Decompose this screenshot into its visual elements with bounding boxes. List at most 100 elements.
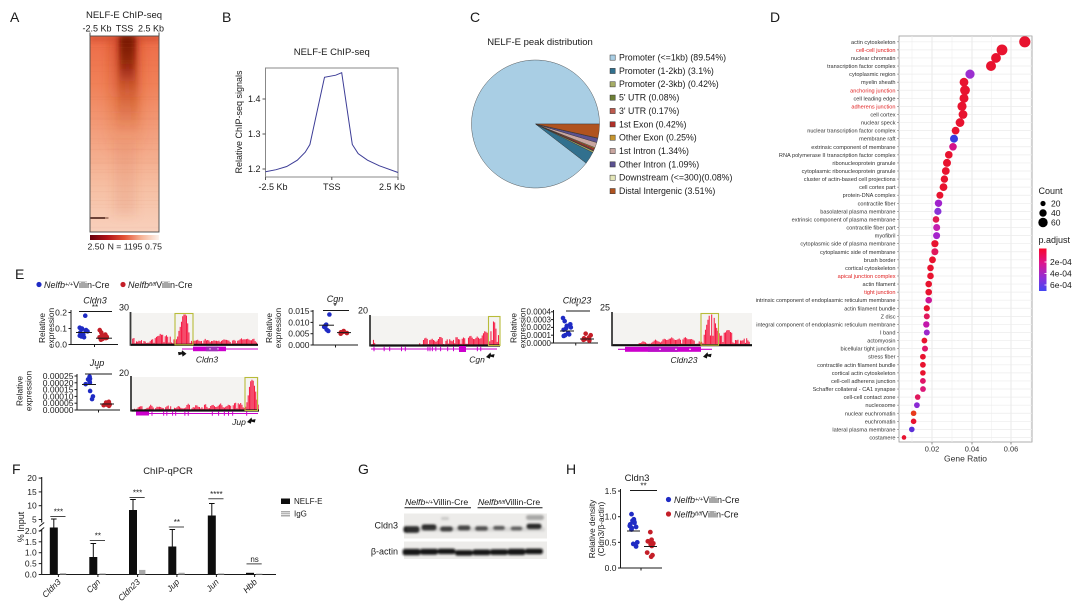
svg-text:0.00010: 0.00010 xyxy=(43,391,74,401)
svg-text:NELF-E ChIP-seq: NELF-E ChIP-seq xyxy=(294,47,370,58)
svg-text:20: 20 xyxy=(27,473,37,483)
svg-text:Promoter (2-3kb) (0.42%): Promoter (2-3kb) (0.42%) xyxy=(619,79,719,89)
svg-text:0.00005: 0.00005 xyxy=(43,398,74,408)
svg-text:2.0: 2.0 xyxy=(25,526,37,536)
svg-text:Promoter (1-2kb) (3.1%): Promoter (1-2kb) (3.1%) xyxy=(619,66,714,76)
svg-text:contractile fiber: contractile fiber xyxy=(858,201,896,207)
svg-text:1.5: 1.5 xyxy=(605,486,617,496)
svg-text:*: * xyxy=(95,366,98,375)
svg-text:25: 25 xyxy=(600,303,610,313)
svg-text:0.0: 0.0 xyxy=(605,563,617,573)
svg-text:3' UTR (0.17%): 3' UTR (0.17%) xyxy=(619,106,679,116)
svg-text:****: **** xyxy=(210,490,222,499)
svg-text:E: E xyxy=(15,266,24,282)
svg-text:A: A xyxy=(10,9,20,25)
svg-text:myelin sheath: myelin sheath xyxy=(861,80,896,86)
svg-text:Hbb: Hbb xyxy=(241,577,259,595)
svg-text:60: 60 xyxy=(1051,218,1061,228)
svg-text:cytoplasmic side of membrane: cytoplasmic side of membrane xyxy=(820,250,896,256)
svg-text:Cldn3: Cldn3 xyxy=(196,355,218,365)
svg-text:Nelfb+/+Villin-Cre: Nelfb+/+Villin-Cre xyxy=(44,280,109,290)
svg-text:β-actin: β-actin xyxy=(371,547,398,557)
svg-text:Nelfb+/+Villin-Cre: Nelfb+/+Villin-Cre xyxy=(674,495,739,505)
svg-text:5: 5 xyxy=(32,515,37,525)
svg-text:cortical actin cytoskeleton: cortical actin cytoskeleton xyxy=(832,371,896,377)
svg-text:Cgn: Cgn xyxy=(469,355,485,365)
svg-text:apical junction complex: apical junction complex xyxy=(838,274,896,280)
svg-text:1st Intron (1.34%): 1st Intron (1.34%) xyxy=(619,146,689,156)
svg-text:0.00020: 0.00020 xyxy=(43,378,74,388)
svg-text:expression: expression xyxy=(273,308,283,349)
svg-text:ribonucleoprotein granule: ribonucleoprotein granule xyxy=(832,161,895,167)
svg-text:Cldn23: Cldn23 xyxy=(671,355,698,365)
svg-text:1.4: 1.4 xyxy=(248,94,261,104)
svg-text:protein-DNA complex: protein-DNA complex xyxy=(843,193,896,199)
svg-text:Downstream (<=300)(0.08%): Downstream (<=300)(0.08%) xyxy=(619,173,733,183)
svg-text:nuclear chromatin: nuclear chromatin xyxy=(851,56,895,62)
svg-text:Relative: Relative xyxy=(264,313,274,343)
svg-text:Nelfbfl/flVillin-Cre: Nelfbfl/flVillin-Cre xyxy=(674,510,739,520)
svg-text:20: 20 xyxy=(1051,199,1061,209)
svg-text:NELF-E: NELF-E xyxy=(294,497,322,506)
svg-text:Cldn23: Cldn23 xyxy=(116,577,142,603)
svg-text:cluster of actin-based cell pr: cluster of actin-based cell projections xyxy=(804,177,896,183)
svg-text:(Cldn3/β-actin): (Cldn3/β-actin) xyxy=(596,501,606,556)
svg-text:0.00015: 0.00015 xyxy=(43,385,74,395)
svg-text:% Input: % Input xyxy=(16,511,26,542)
svg-text:Cldn23: Cldn23 xyxy=(563,296,592,306)
svg-text:cell-cell junction: cell-cell junction xyxy=(856,48,895,54)
svg-text:expression: expression xyxy=(518,308,528,349)
svg-text:2.5 Kb: 2.5 Kb xyxy=(138,24,164,34)
svg-text:***: *** xyxy=(54,508,63,517)
svg-text:Cldn3: Cldn3 xyxy=(83,296,107,306)
svg-text:*: * xyxy=(575,303,578,312)
svg-text:lateral plasma membrane: lateral plasma membrane xyxy=(832,427,895,433)
svg-text:contractile fiber part: contractile fiber part xyxy=(846,226,896,232)
svg-text:I band: I band xyxy=(880,331,896,337)
svg-text:actin filament: actin filament xyxy=(863,282,896,288)
svg-text:intrinsic component of endopla: intrinsic component of endoplasmic retic… xyxy=(756,298,896,304)
svg-text:Relative: Relative xyxy=(37,313,47,343)
svg-text:0.00000: 0.00000 xyxy=(43,405,74,415)
svg-text:transcription factor complex: transcription factor complex xyxy=(827,64,896,70)
svg-text:Jup: Jup xyxy=(89,358,105,368)
svg-text:euchromatin: euchromatin xyxy=(865,419,896,425)
svg-text:Cgn: Cgn xyxy=(84,577,102,595)
svg-text:cell-cell adherens junction: cell-cell adherens junction xyxy=(831,379,895,385)
svg-text:10: 10 xyxy=(27,501,37,511)
svg-text:cell-cell contact zone: cell-cell contact zone xyxy=(844,395,896,401)
svg-text:nuclear speck: nuclear speck xyxy=(861,121,896,127)
svg-text:0.015: 0.015 xyxy=(288,306,310,316)
svg-text:ns: ns xyxy=(250,555,258,564)
svg-text:TSS: TSS xyxy=(116,24,134,34)
svg-text:Cldn3: Cldn3 xyxy=(40,577,63,600)
svg-text:basolateral plasma membrane: basolateral plasma membrane xyxy=(820,209,895,215)
svg-text:Relative density: Relative density xyxy=(587,499,597,558)
svg-text:Schaffer collateral - CA1 syna: Schaffer collateral - CA1 synapse xyxy=(813,387,896,393)
svg-text:0.0000: 0.0000 xyxy=(527,339,552,348)
svg-text:0.010: 0.010 xyxy=(288,317,310,327)
svg-text:F: F xyxy=(12,461,21,477)
svg-text:**: ** xyxy=(640,482,646,491)
svg-text:0.000: 0.000 xyxy=(288,340,310,350)
svg-text:Other Intron (1.09%): Other Intron (1.09%) xyxy=(619,159,699,169)
svg-text:6e-04: 6e-04 xyxy=(1050,280,1072,290)
svg-text:5' UTR (0.08%): 5' UTR (0.08%) xyxy=(619,93,679,103)
svg-text:Nelfbfl/flVillin-Cre: Nelfbfl/flVillin-Cre xyxy=(478,497,540,507)
svg-text:C: C xyxy=(470,9,480,25)
svg-text:actin cytoskeleton: actin cytoskeleton xyxy=(851,40,895,46)
svg-text:Promoter (<=1kb) (89.54%): Promoter (<=1kb) (89.54%) xyxy=(619,53,726,63)
svg-text:1st Exon (0.42%): 1st Exon (0.42%) xyxy=(619,119,687,129)
svg-text:40: 40 xyxy=(1051,208,1061,218)
svg-text:expression: expression xyxy=(46,308,56,349)
svg-text:-2.5 Kb: -2.5 Kb xyxy=(258,182,287,192)
svg-text:H: H xyxy=(566,461,576,477)
svg-text:N = 1195: N = 1195 xyxy=(108,242,143,252)
svg-text:Nelfb+/+Villin-Cre: Nelfb+/+Villin-Cre xyxy=(405,497,468,507)
svg-text:RNA polymerase II transcriptio: RNA polymerase II transcription factor c… xyxy=(779,153,896,159)
svg-text:0.06: 0.06 xyxy=(1004,445,1018,454)
svg-text:20: 20 xyxy=(358,306,368,316)
svg-text:actin filament bundle: actin filament bundle xyxy=(844,306,895,312)
svg-text:NELF-E peak distribution: NELF-E peak distribution xyxy=(487,37,593,48)
svg-text:0.5: 0.5 xyxy=(605,537,617,547)
